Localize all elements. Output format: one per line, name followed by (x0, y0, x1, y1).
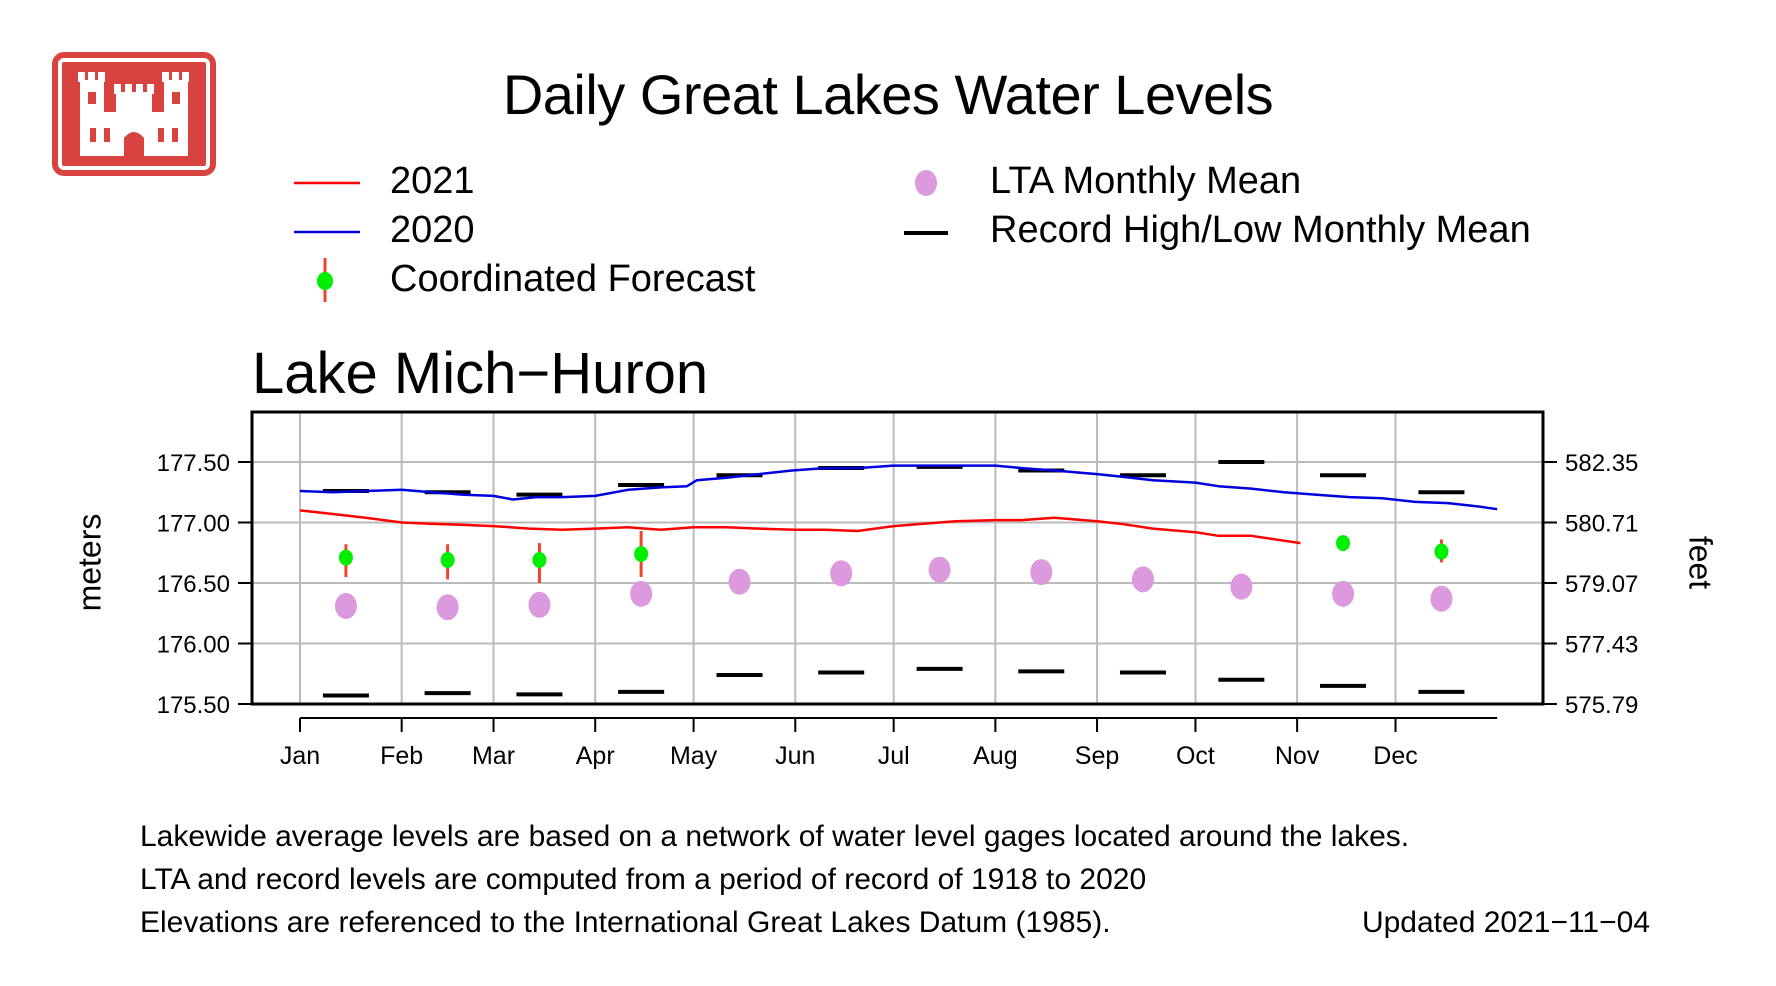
plot-frame (250, 410, 1545, 706)
x-tick-label-mar: Mar (472, 742, 515, 770)
y-tick-label-right-1: 577.43 (1565, 632, 1638, 659)
legend-label-forecast: Coordinated Forecast (390, 258, 756, 300)
lta-dot-0 (334, 592, 357, 619)
forecast-point-5 (1434, 543, 1449, 560)
usace-castle-logo (52, 52, 216, 176)
main-title: Daily Great Lakes Water Levels (502, 63, 1274, 126)
lta-dot-11 (1430, 585, 1453, 612)
y-tick-label-left-3: 177.00 (157, 511, 230, 538)
y-tick-label-left-4: 177.50 (157, 450, 230, 477)
updated-date: Updated 2021−11−04 (1361, 906, 1650, 939)
forecast-point-2 (532, 552, 547, 569)
series-line-2021 (299, 509, 1301, 545)
y-tick-label-right-4: 582.35 (1565, 450, 1638, 477)
lta-dot-4 (728, 568, 751, 595)
x-tick-label-aug: Aug (973, 742, 1017, 770)
lta-dot-10 (1332, 580, 1355, 607)
x-tick-label-oct: Oct (1176, 742, 1215, 770)
y-tick-label-left-1: 176.00 (157, 632, 230, 659)
y-tick-label-left-2: 176.50 (157, 571, 230, 598)
lta-dot-1 (436, 594, 459, 621)
forecast-point-1 (440, 552, 455, 569)
x-tick-label-jun: Jun (775, 742, 815, 770)
lta-dot-9 (1230, 573, 1253, 600)
x-tick-label-feb: Feb (380, 742, 423, 770)
forecast-point-0 (338, 549, 353, 566)
lta-dot-2 (528, 591, 551, 618)
series-line-2020 (299, 464, 1498, 511)
forecast-point-3 (634, 545, 649, 562)
y-tick-label-right-3: 580.71 (1565, 511, 1638, 538)
legend-label-lta: LTA Monthly Mean (990, 160, 1302, 202)
chart-title: Lake Mich−Huron (252, 341, 709, 406)
x-tick-label-jan: Jan (280, 742, 320, 770)
legend-forecast-point (317, 272, 333, 290)
footnote-line-2: LTA and record levels are computed from … (140, 863, 1147, 896)
lta-dot-8 (1131, 566, 1154, 593)
y-tick-label-left-0: 175.50 (157, 692, 230, 719)
lta-dot-7 (1030, 559, 1053, 586)
legend-lta-dot (915, 170, 937, 196)
footnote-line-3: Elevations are referenced to the Interna… (140, 906, 1111, 939)
x-tick-label-apr: Apr (576, 742, 615, 770)
footnote-line-1: Lakewide average levels are based on a n… (140, 820, 1410, 853)
lta-dot-6 (928, 556, 951, 583)
legend-symbols (294, 170, 948, 302)
x-tick-label-jul: Jul (878, 742, 910, 770)
x-tick-label-nov: Nov (1275, 742, 1320, 770)
x-tick-label-may: May (670, 742, 718, 770)
x-tick-label-dec: Dec (1373, 742, 1417, 770)
legend-label-2021: 2021 (390, 160, 475, 202)
forecast-point-4 (1336, 535, 1351, 552)
legend-label-record: Record High/Low Monthly Mean (990, 209, 1531, 251)
lta-dot-3 (630, 580, 653, 607)
y-tick-label-right-2: 579.07 (1565, 571, 1638, 598)
legend-label-2020: 2020 (390, 209, 475, 251)
y-tick-label-right-0: 575.79 (1565, 692, 1638, 719)
lta-dot-5 (830, 560, 853, 587)
x-tick-label-sep: Sep (1075, 742, 1119, 770)
